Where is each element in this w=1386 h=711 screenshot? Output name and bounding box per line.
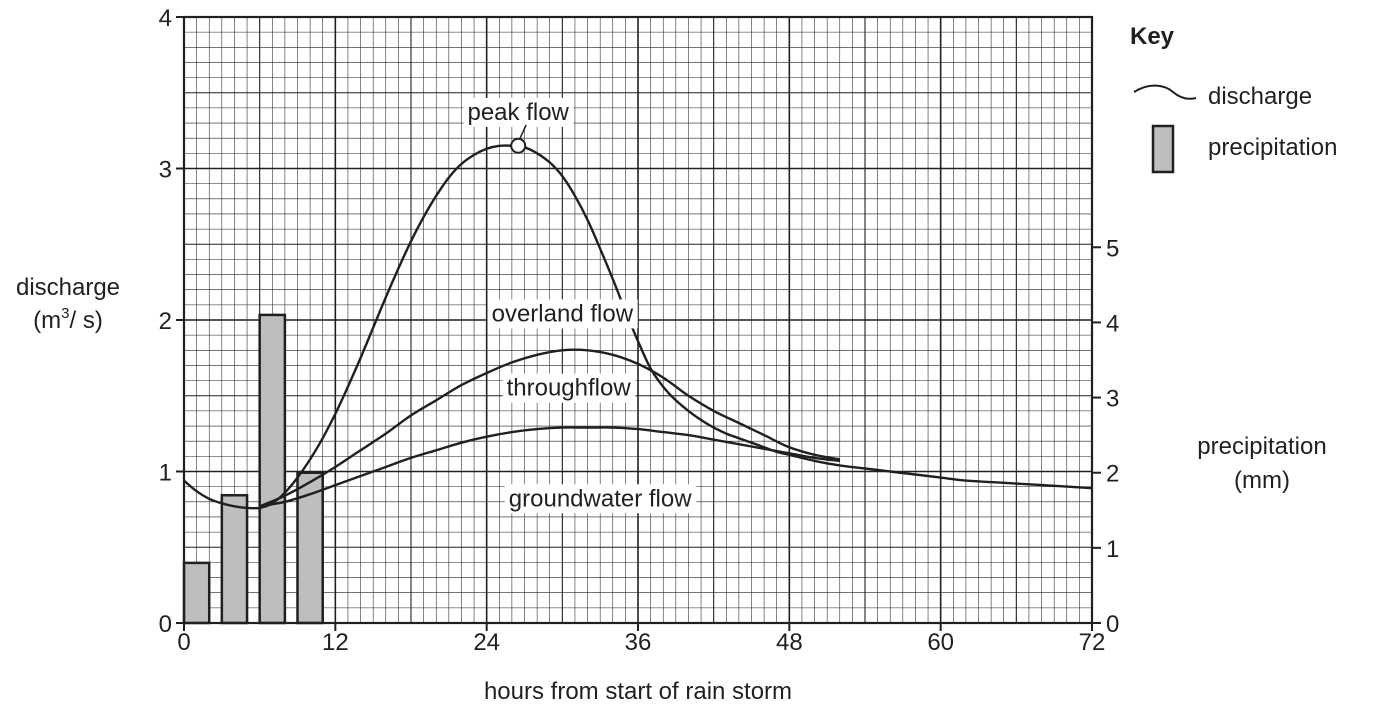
- legend-discharge-swatch: [1133, 84, 1197, 100]
- peak-flow-marker: [510, 137, 527, 154]
- x-tick-label: 48: [776, 629, 803, 656]
- peak-label: peak flow: [467, 99, 569, 126]
- grid: [183, 16, 1093, 624]
- x-tick-label: 72: [1079, 629, 1106, 656]
- y2-axis-label: precipitation: [1197, 433, 1326, 460]
- x-tick-label: 0: [177, 629, 190, 656]
- legend-precipitation-label: precipitation: [1208, 134, 1337, 161]
- plot-frame: [176, 15, 1101, 631]
- legend-title: Key: [1130, 23, 1175, 50]
- ground-label-bg: [504, 484, 697, 514]
- x-tick-label: 60: [927, 629, 954, 656]
- precipitation-bar: [182, 561, 211, 625]
- through-label: throughflow: [507, 375, 632, 402]
- y-tick-label: 4: [159, 5, 172, 32]
- legend: Key discharge precipitation: [1130, 23, 1337, 174]
- overland-label: overland flow: [492, 300, 634, 327]
- groundwater-boundary-line: [259, 426, 840, 508]
- discharge-line: [183, 144, 1093, 510]
- y2-tick-label: 2: [1106, 461, 1119, 488]
- y-tick-label: 1: [159, 460, 172, 487]
- overland-label-bg: [487, 299, 638, 329]
- y-axis-label: discharge: [16, 274, 120, 301]
- x-tick-label: 12: [322, 629, 349, 656]
- peak-label-bg: [463, 97, 574, 127]
- y2-tick-label: 3: [1106, 386, 1119, 413]
- y2-tick-label: 1: [1106, 536, 1119, 563]
- precipitation-bars: [182, 313, 324, 625]
- y-axis-unit: (m3/ s): [33, 305, 103, 334]
- discharge-lines: [183, 144, 1093, 510]
- precipitation-bar: [258, 313, 287, 625]
- ground-label: groundwater flow: [509, 485, 692, 512]
- legend-discharge-label: discharge: [1208, 83, 1312, 110]
- annotations: peak flow overland flow throughflow groundw…: [463, 97, 697, 514]
- precipitation-bar: [220, 494, 249, 625]
- y2-axis-unit: (mm): [1234, 467, 1290, 494]
- x-axis-label: hours from start of rain storm: [484, 678, 792, 705]
- y-tick-label: 3: [159, 157, 172, 184]
- y2-tick-label: 5: [1106, 235, 1119, 262]
- y-tick-label: 2: [159, 308, 172, 335]
- y2-tick-label: 4: [1106, 310, 1119, 337]
- y-tick-label: 0: [159, 611, 172, 638]
- throughflow-boundary-line: [259, 348, 841, 508]
- y2-tick-label: 0: [1106, 611, 1119, 638]
- x-tick-label: 36: [625, 629, 652, 656]
- peak-flow-pointer: [519, 124, 527, 139]
- legend-precipitation-swatch: [1151, 124, 1175, 174]
- through-label-bg: [502, 373, 636, 403]
- x-tick-label: 24: [473, 629, 500, 656]
